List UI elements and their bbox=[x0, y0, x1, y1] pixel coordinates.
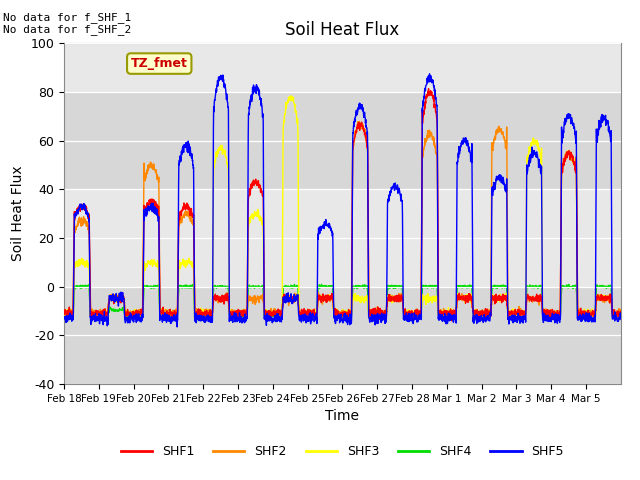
Title: Soil Heat Flux: Soil Heat Flux bbox=[285, 21, 399, 39]
Bar bbox=[64, 287, 621, 384]
Bar bbox=[64, 92, 621, 189]
Text: TZ_fmet: TZ_fmet bbox=[131, 57, 188, 70]
Text: No data for f_SHF_1
No data for f_SHF_2: No data for f_SHF_1 No data for f_SHF_2 bbox=[3, 12, 131, 36]
Legend: SHF1, SHF2, SHF3, SHF4, SHF5: SHF1, SHF2, SHF3, SHF4, SHF5 bbox=[116, 440, 569, 463]
Y-axis label: Soil Heat Flux: Soil Heat Flux bbox=[11, 166, 25, 262]
X-axis label: Time: Time bbox=[325, 409, 360, 423]
